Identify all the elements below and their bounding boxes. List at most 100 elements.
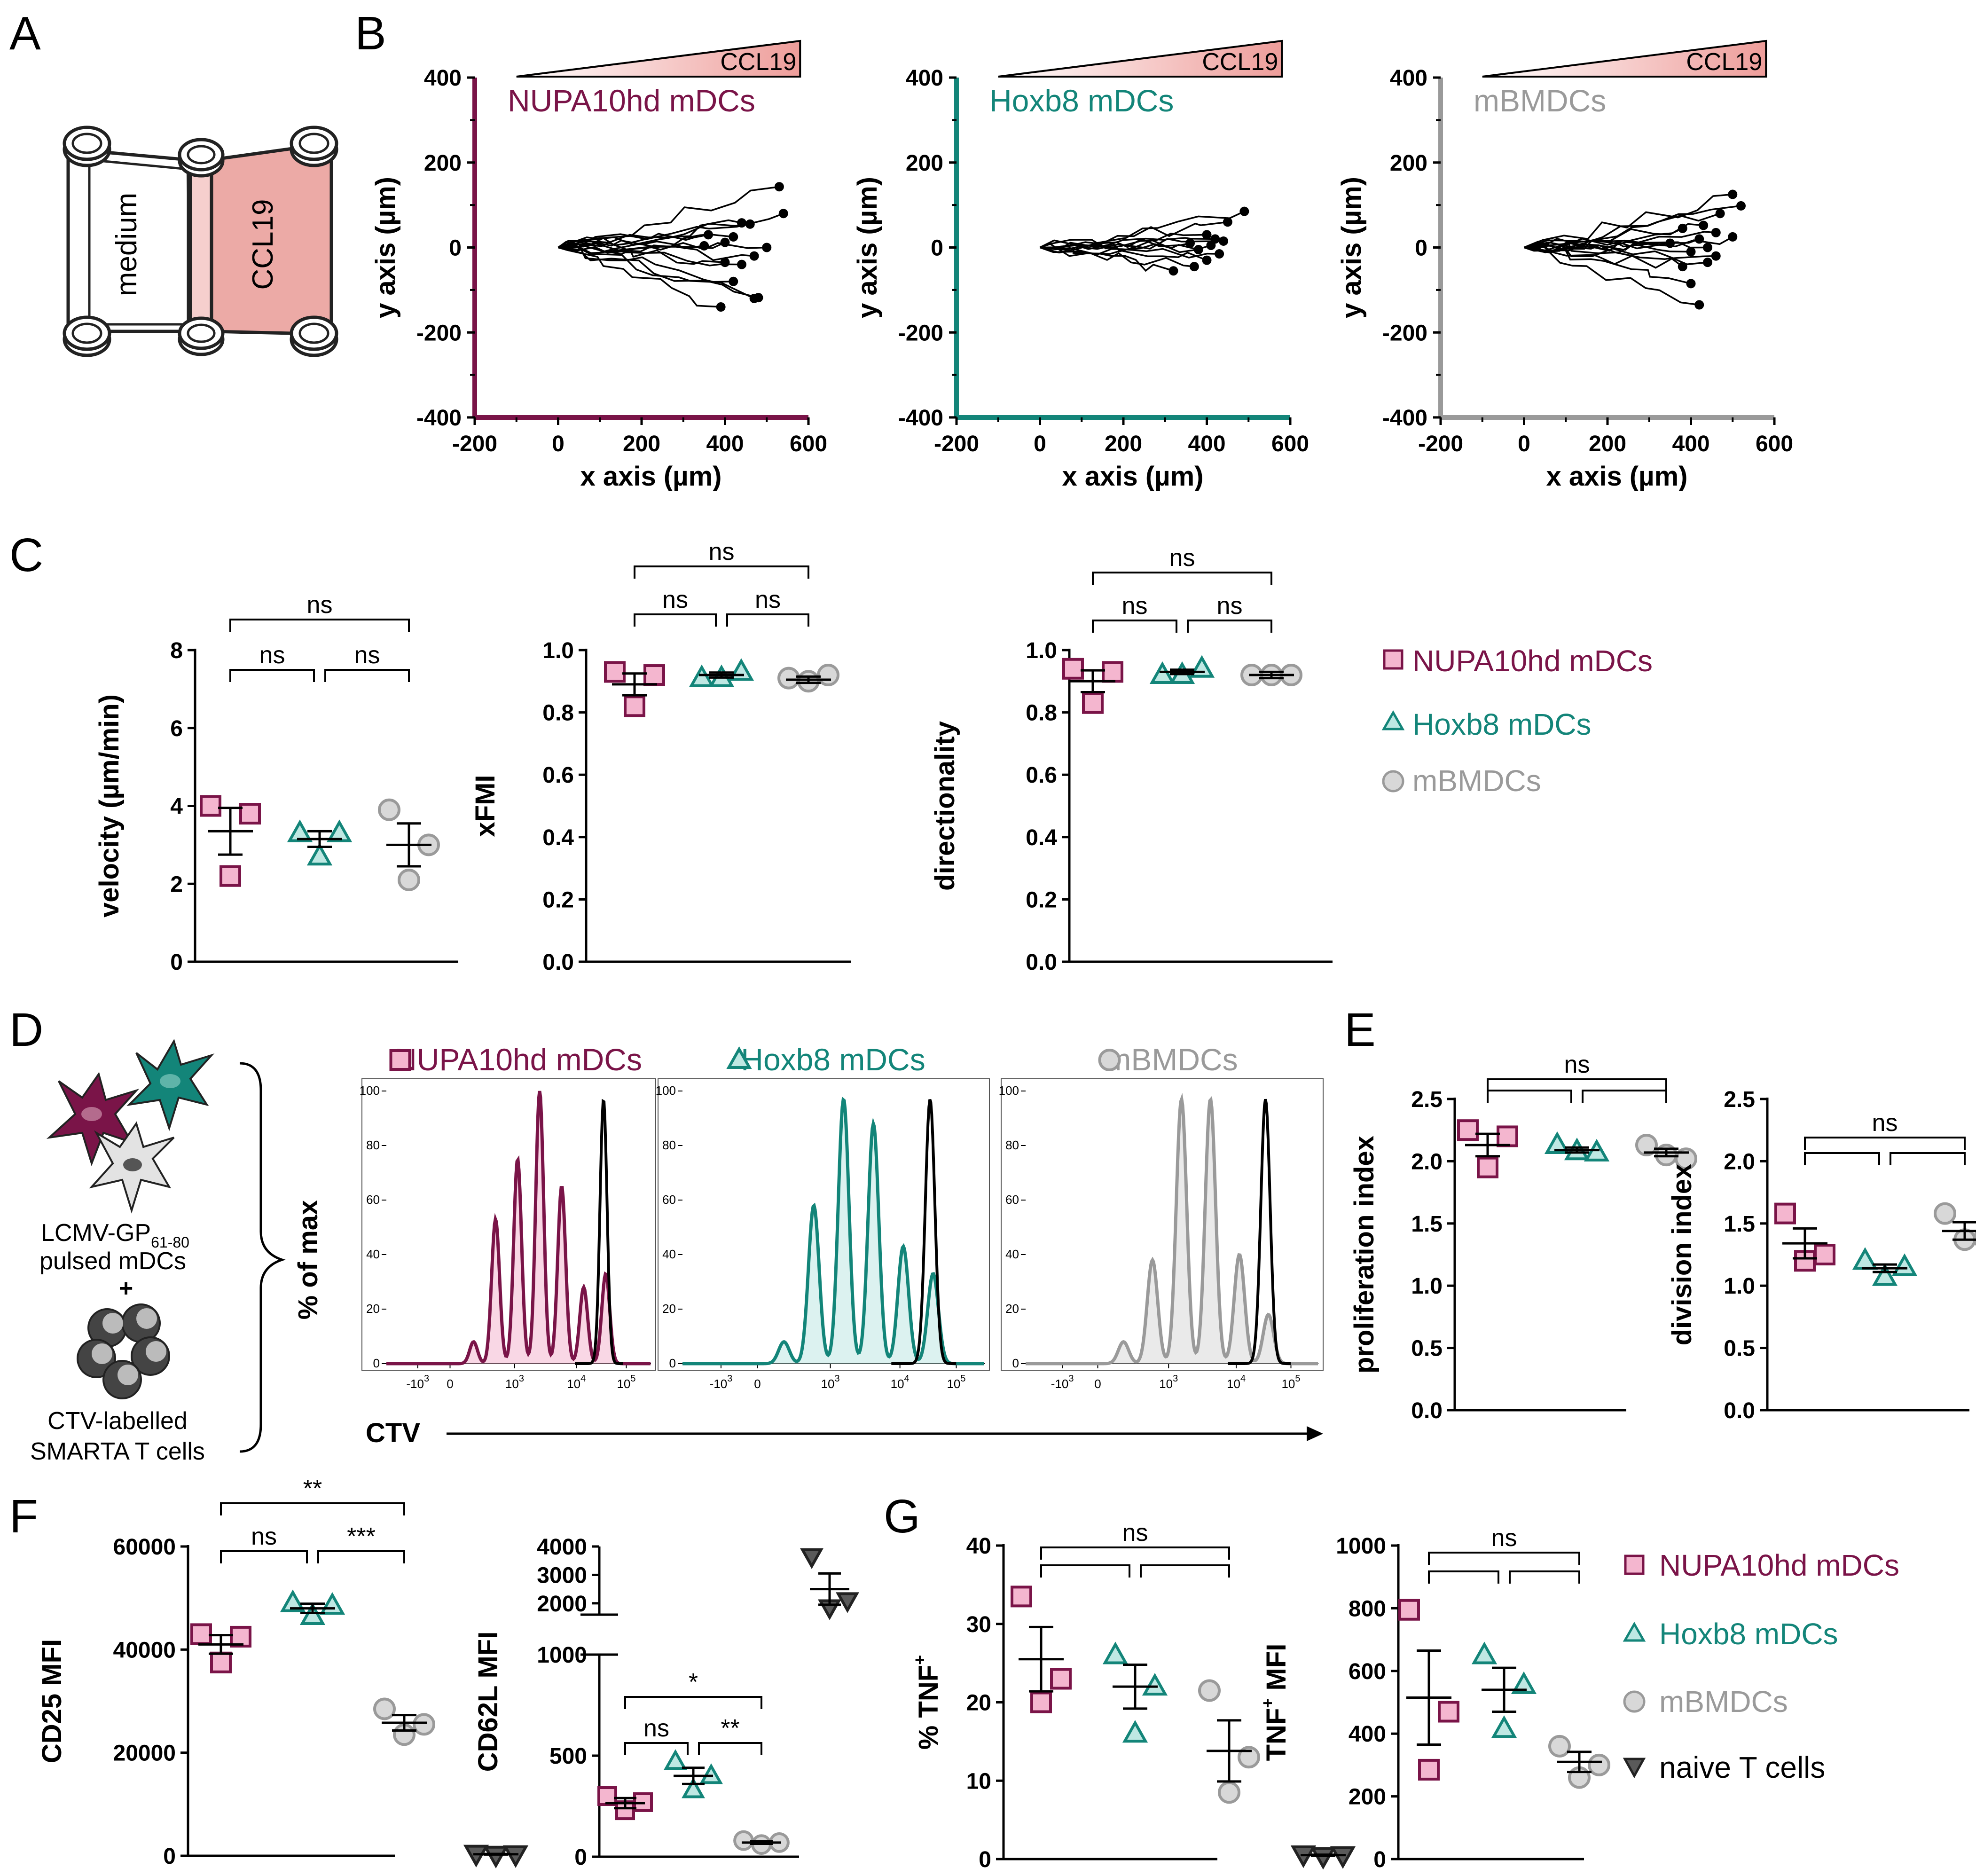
y-tick-label: 60 <box>662 1193 676 1207</box>
x-tick-exponent: 3 <box>727 1374 732 1384</box>
track-endpoint <box>1711 251 1721 261</box>
ctv-labelled-line1: CTV-labelled <box>47 1407 188 1435</box>
cell-track <box>1523 246 1691 285</box>
t-cell-cluster-icon <box>77 1303 170 1399</box>
x-tick-base: 10 <box>1227 1377 1240 1391</box>
histogram-y-axis-label: % of max <box>293 1200 323 1320</box>
significance-bracket <box>1092 572 1272 585</box>
y-tick-label: 600 <box>1349 1659 1386 1684</box>
data-point <box>689 664 715 687</box>
histogram-frame <box>1001 1078 1324 1371</box>
y-tick-label: 60 <box>1005 1193 1019 1207</box>
x-tick-label: 103 <box>1159 1374 1178 1391</box>
data-point <box>1218 1781 1240 1804</box>
data-point <box>398 868 420 891</box>
y-tick-label: 2 <box>170 872 183 897</box>
significance-bracket <box>1804 1137 1966 1150</box>
x-tick-label: 200 <box>623 432 660 456</box>
y-axis-label-text: proliferation index <box>1349 1136 1380 1374</box>
data-point <box>1082 692 1104 714</box>
reservoir-bottom-left <box>63 315 111 357</box>
y-tick-label: 200 <box>906 151 943 176</box>
y-axis-label-suffix: MFI <box>1261 1644 1292 1698</box>
ccl19-gradient-wedge <box>998 39 1283 78</box>
significance-bracket <box>1140 1564 1230 1578</box>
y-tick-label: 500 <box>549 1744 587 1769</box>
track-endpoint <box>778 209 788 219</box>
data-point <box>306 843 333 866</box>
reservoir-top-left <box>63 126 111 167</box>
y-axis-label: y axis (µm) <box>852 177 883 318</box>
data-point <box>280 1589 306 1612</box>
data-point <box>1497 1125 1518 1147</box>
nupa-dc-cell-icon <box>46 1072 140 1167</box>
cell-track <box>1523 193 1733 249</box>
track-endpoint <box>720 258 730 267</box>
cell-track <box>1524 205 1741 249</box>
data-point <box>373 1697 396 1720</box>
significance-label: ns <box>307 591 333 619</box>
histogram-title: NUPA10hd mDCs <box>394 1042 642 1077</box>
y-tick-label: 0.2 <box>542 887 574 912</box>
reservoir-bottom-right <box>290 315 338 357</box>
y-tick-label: 0.8 <box>1026 701 1057 726</box>
significance-label: ns <box>259 642 285 669</box>
histogram-title: mBMDCs <box>1105 1042 1238 1077</box>
x-tick-label: 0 <box>754 1377 761 1391</box>
histogram-title: Hoxb8 mDCs <box>741 1042 925 1077</box>
y-tick-label: 20 <box>1005 1302 1019 1316</box>
y-tick-label: 0 <box>979 1847 991 1872</box>
y-tick-label: 0 <box>1012 1356 1019 1370</box>
track-endpoint <box>1202 255 1212 265</box>
y-tick-label: 400 <box>424 66 462 91</box>
y-axis-label: CD25 MFI <box>37 1639 67 1763</box>
data-point <box>1491 1715 1517 1738</box>
track-endpoint <box>716 302 726 312</box>
cell-track <box>1040 221 1228 249</box>
y-tick-label: 100 <box>999 1083 1019 1098</box>
data-point <box>1544 1131 1570 1154</box>
y-tick-label: 1.0 <box>1724 1274 1755 1299</box>
x-tick-label: 600 <box>1756 432 1793 456</box>
y-tick-label: 80 <box>662 1138 676 1152</box>
y-tick-label: 60000 <box>113 1535 176 1560</box>
y-tick-label: 1.0 <box>542 638 574 663</box>
y-axis-label: y axis (µm) <box>1336 177 1367 318</box>
y-tick-label: 0 <box>1373 1847 1386 1872</box>
x-tick-label: 600 <box>1271 432 1309 456</box>
y-tick-label: 6 <box>170 716 183 741</box>
y-axis-label-text: directionality <box>930 721 960 891</box>
x-tick-label: -200 <box>934 432 979 456</box>
y-axis-label: velocity (µm/min) <box>94 694 125 918</box>
divided-histogram-line <box>682 1096 984 1366</box>
cell-track <box>557 242 742 267</box>
data-point <box>597 1786 617 1806</box>
x-tick-label: 600 <box>790 432 827 456</box>
track-endpoint <box>1665 238 1675 248</box>
curly-brace <box>239 1062 286 1453</box>
track-endpoint <box>1219 236 1228 246</box>
y-axis-label: directionality <box>930 721 960 891</box>
cell-track <box>1039 242 1195 267</box>
data-point <box>1418 1758 1440 1781</box>
data-point <box>1471 1641 1498 1664</box>
significance-label: ns <box>1122 592 1148 620</box>
significance-bracket <box>624 1696 762 1709</box>
track-endpoint <box>774 182 784 192</box>
y-tick-label: 1.0 <box>1026 638 1057 663</box>
y-axis-label: % TNF+ <box>910 1655 944 1750</box>
y-tick-label: 0 <box>170 950 183 975</box>
y-tick-label: 0.5 <box>1724 1336 1755 1361</box>
y-tick-label: 2.0 <box>1411 1149 1443 1174</box>
legend-g-naive-marker <box>1623 1758 1646 1779</box>
cell-track <box>1524 246 1700 306</box>
track-endpoint <box>1686 247 1696 257</box>
panel-letter-d: D <box>9 1004 43 1056</box>
significance-bracket <box>1092 620 1177 633</box>
track-endpoint <box>1711 228 1721 237</box>
y-axis-label: CD62L MFI <box>473 1632 503 1772</box>
significance-label: ** <box>721 1715 739 1742</box>
